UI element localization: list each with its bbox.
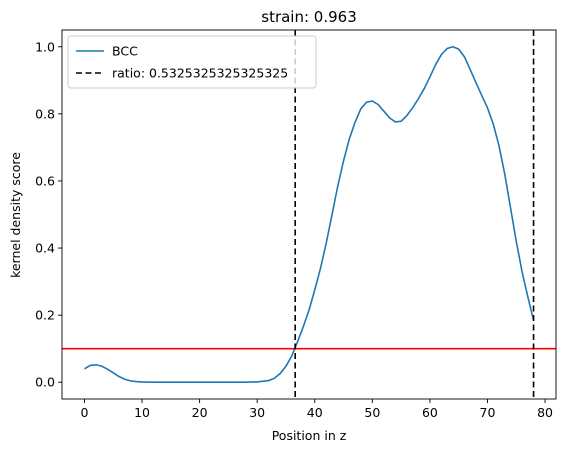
y-axis-label: kernel density score <box>8 152 23 278</box>
x-tick-label: 40 <box>307 405 323 420</box>
y-tick-label: 1.0 <box>35 39 55 54</box>
series-line-bcc <box>84 45 535 384</box>
legend-label: ratio: 0.5325325325325325 <box>112 66 288 81</box>
chart-title: strain: 0.963 <box>261 8 357 26</box>
x-tick-label: 50 <box>364 405 380 420</box>
y-tick-label: 0.2 <box>35 308 55 323</box>
x-tick-label: 30 <box>249 405 265 420</box>
y-tick-label: 0.4 <box>35 241 55 256</box>
x-tick-label: 60 <box>422 405 438 420</box>
x-tick-label: 10 <box>134 405 150 420</box>
x-tick-label: 80 <box>537 405 553 420</box>
legend-box <box>67 35 317 89</box>
x-axis-label: Position in z <box>272 428 347 443</box>
x-axis-ticks: 0 10 20 30 40 50 60 70 80 <box>80 399 553 420</box>
x-tick-label: 0 <box>80 405 88 420</box>
y-tick-label: 0.0 <box>35 375 55 390</box>
legend-label: BCC <box>112 44 138 59</box>
y-axis-ticks: 0.0 0.2 0.4 0.6 0.8 1.0 <box>35 39 62 390</box>
axes-frame <box>61 29 557 400</box>
y-tick-label: 0.6 <box>35 173 55 188</box>
plot-area <box>62 30 556 399</box>
legend: BCC ratio: 0.5325325325325325 <box>67 35 317 89</box>
y-tick-label: 0.8 <box>35 106 55 121</box>
x-tick-label: 20 <box>192 405 208 420</box>
x-tick-label: 70 <box>480 405 496 420</box>
